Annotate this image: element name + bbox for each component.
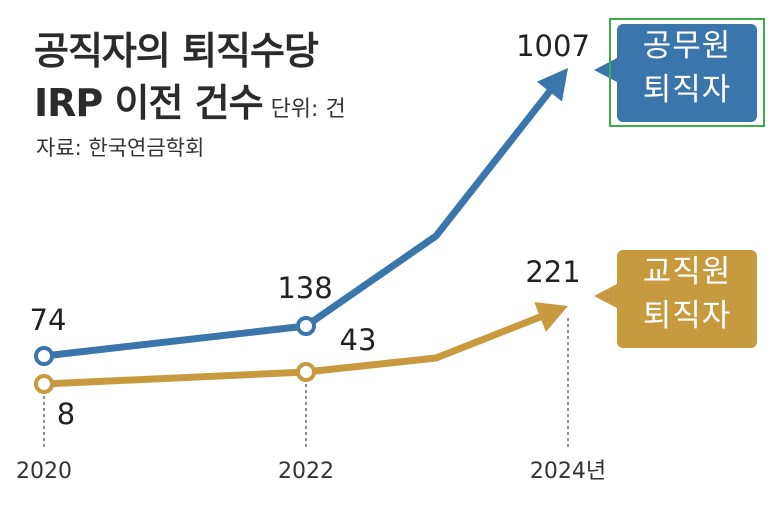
series-arrow-2	[534, 302, 568, 332]
series-line-2	[40, 311, 550, 388]
data-label-series-2-2022: 43	[340, 323, 377, 357]
legend-teacher-line-1: 교직원	[642, 254, 732, 290]
series-1-point-2020	[34, 346, 54, 366]
series-arrow-1	[536, 68, 568, 102]
chart-title-line-2: IRP 이전 건수 단위: 건	[34, 72, 346, 127]
legend-box-teacher: 교직원 퇴직자	[617, 250, 757, 348]
data-label-series-1-2022: 138	[277, 271, 332, 305]
series-2-point-2022	[296, 362, 316, 382]
unit-label: 단위: 건	[270, 97, 346, 122]
legend-civil-servant-line-1: 공무원	[642, 28, 732, 64]
series-2-point-2020	[34, 374, 54, 394]
data-label-series-2-2020: 8	[57, 397, 75, 431]
legend-box-civil-servant: 공무원 퇴직자	[617, 24, 757, 122]
legend-civil-servant-line-2: 퇴직자	[642, 72, 732, 108]
series-1-point-2022	[296, 316, 316, 336]
legend-highlight-frame	[609, 18, 765, 127]
data-label-series-1-2020: 74	[30, 303, 67, 337]
x-tick-label-2024: 2024년	[530, 459, 606, 484]
source-label: 자료: 한국연금학회	[36, 136, 205, 160]
data-label-series-2-2024: 221	[525, 255, 580, 289]
x-tick-label-2022: 2022	[278, 459, 334, 484]
legend-pointer-teacher	[594, 284, 617, 308]
x-tick-label-2020: 2020	[16, 459, 72, 484]
data-label-series-1-2024: 1007	[516, 29, 590, 63]
chart-title-line-1: 공직자의 퇴직수당	[34, 29, 319, 73]
legend-pointer-civil-servant	[594, 58, 617, 82]
series-line-1	[40, 83, 557, 360]
chart-title-line-2-text: IRP 이전 건수	[34, 81, 264, 125]
legend-teacher-line-2: 퇴직자	[642, 298, 732, 334]
